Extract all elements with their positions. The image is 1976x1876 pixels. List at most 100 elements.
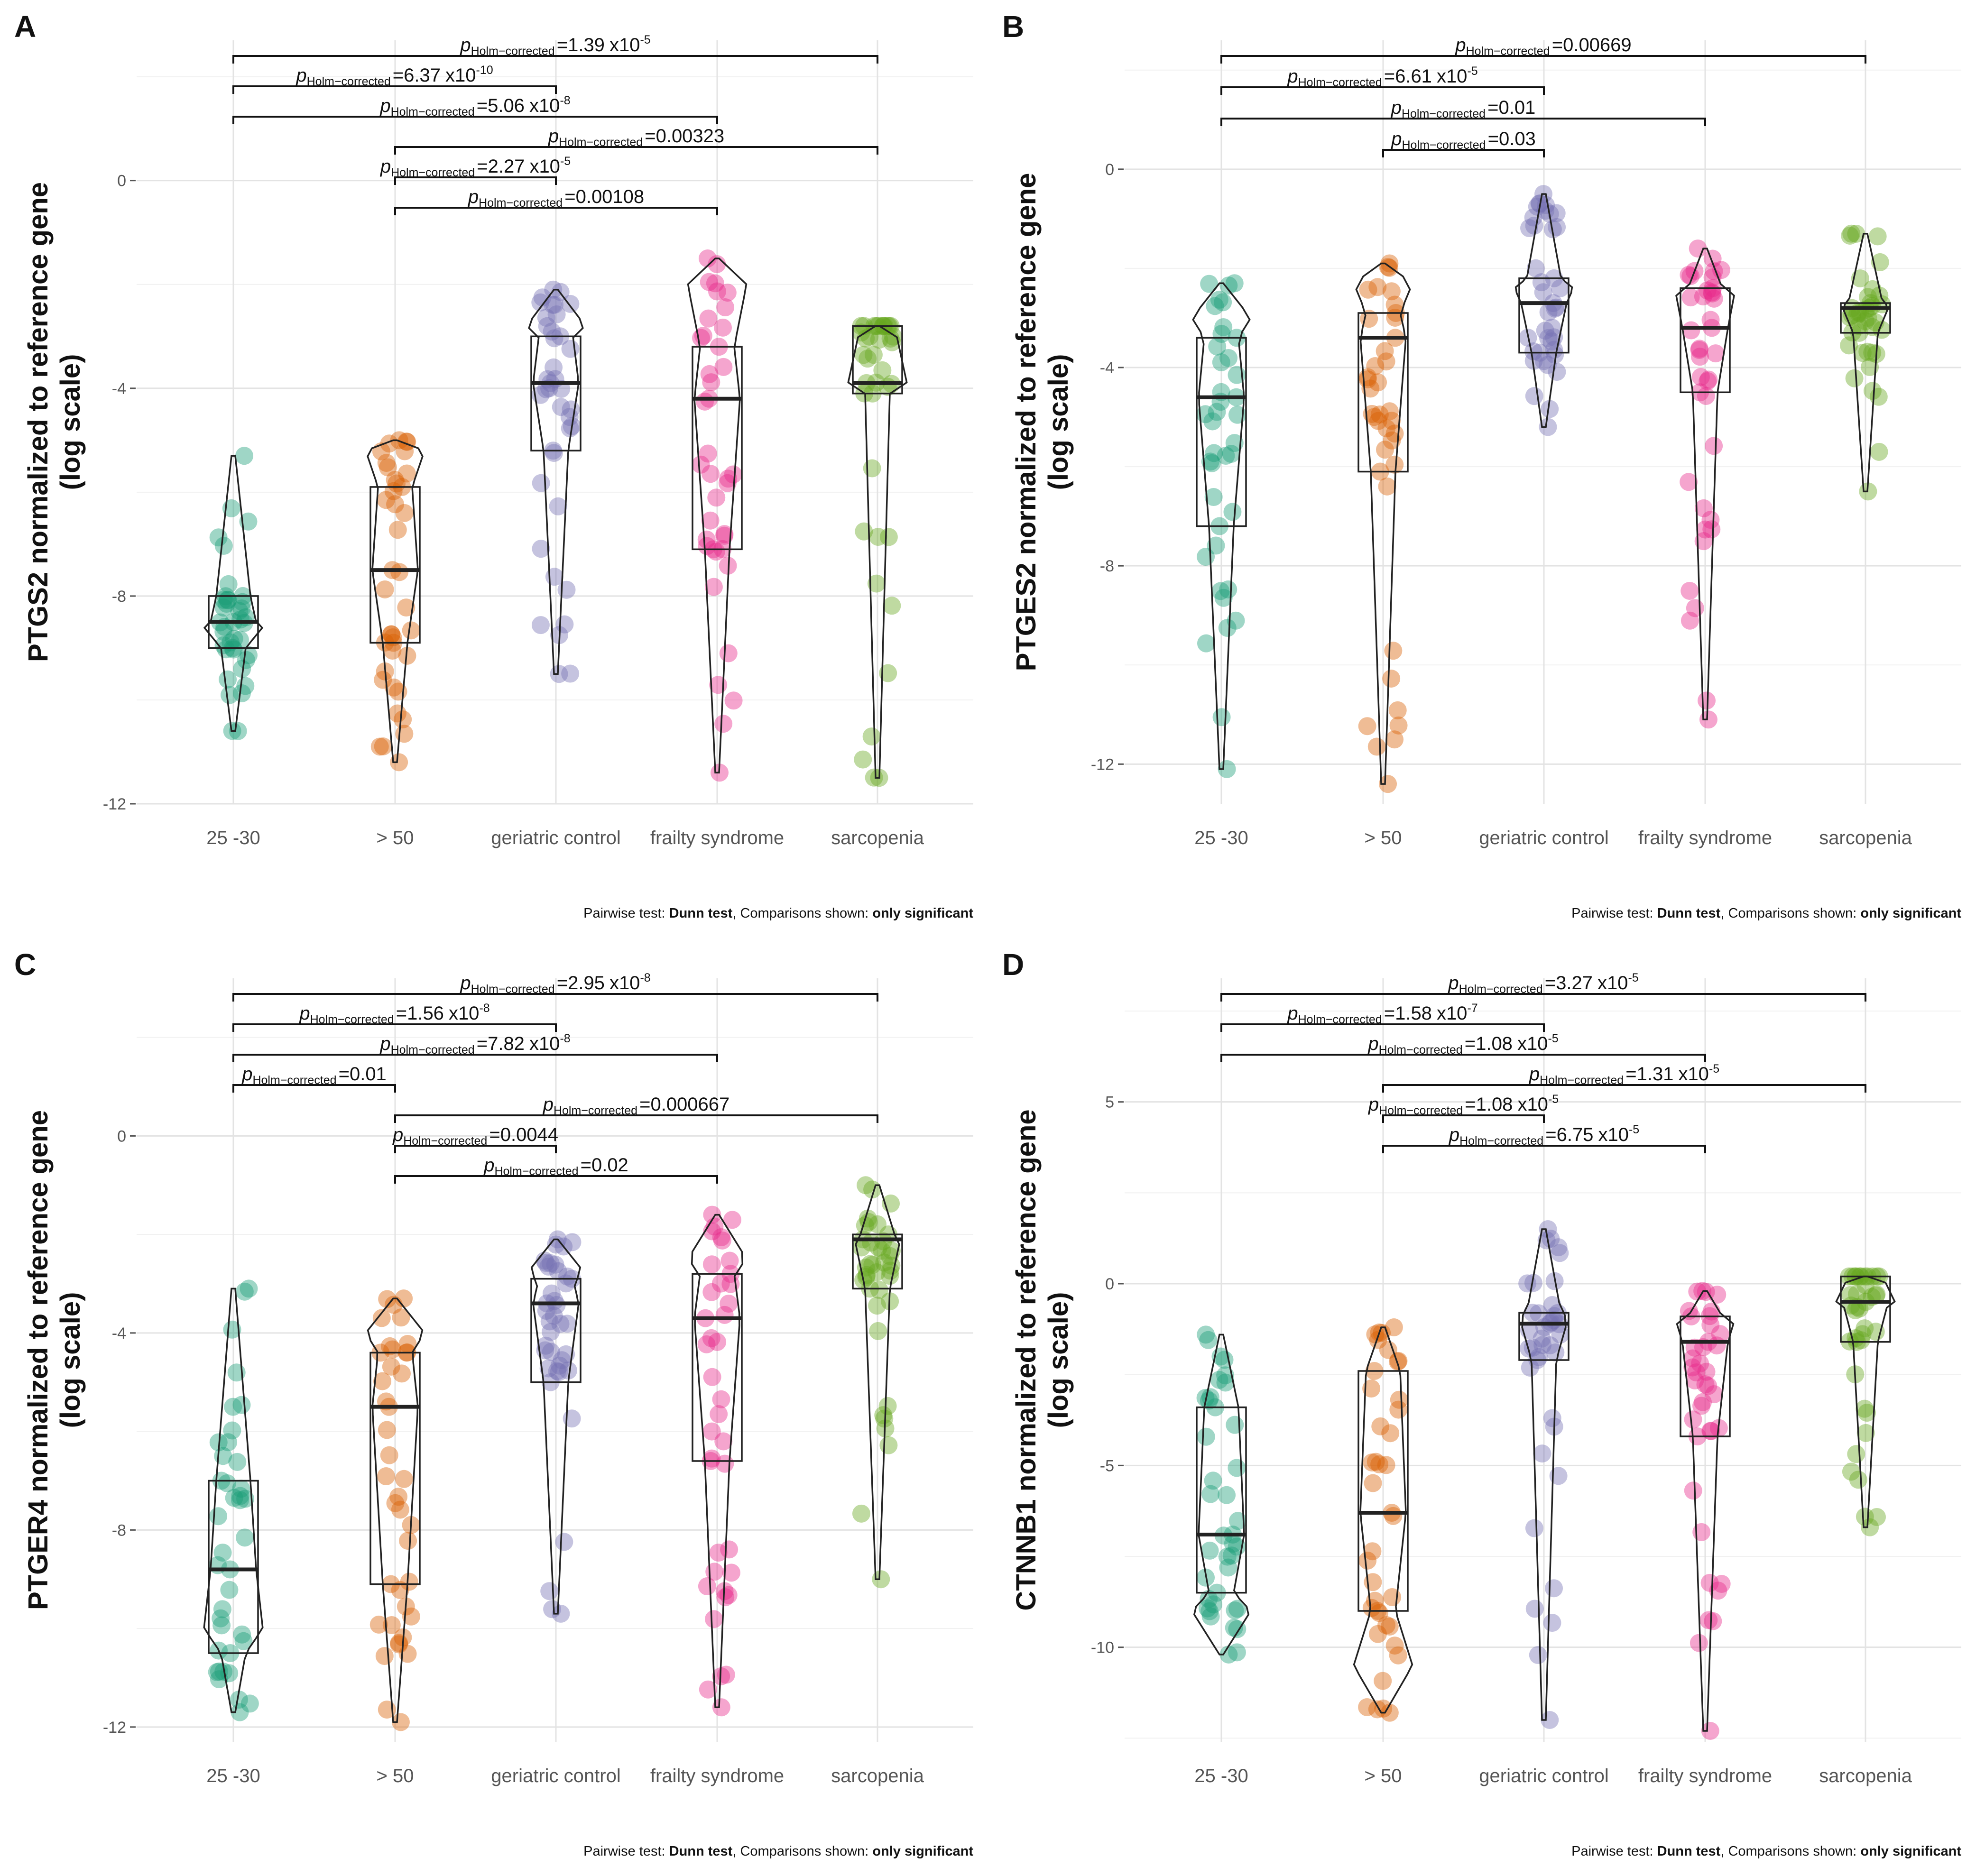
data-point [1204,1595,1223,1614]
p-value: 3.27 [1556,973,1593,993]
data-point [1362,1379,1381,1398]
y-tick-label: -5 [1100,1457,1114,1475]
data-point [1701,511,1720,529]
data-point [1702,520,1721,539]
data-point [378,1290,397,1308]
caption-shown: only significant [1860,906,1961,921]
data-point [1223,503,1242,521]
data-point [1856,1424,1875,1442]
data-point [557,1345,575,1363]
data-point [546,1255,564,1274]
data-point [1534,283,1552,302]
bracket-line [1220,1054,1706,1062]
p-value-label: pHolm−corrected =6.61 x10-5 [1287,64,1477,89]
p-subscript: Holm−corrected [310,1013,394,1026]
data-point [1861,1518,1879,1536]
x-tick-label-25-30: 25 -30 [1194,828,1248,848]
box [1680,287,1731,394]
data-point [702,373,720,392]
p-value: 0.01 [350,1064,387,1085]
data-point [380,1337,399,1355]
data-point [870,1281,888,1299]
data-point [538,370,557,388]
p-symbol: p [1287,1003,1298,1024]
data-point [224,640,243,659]
p-times-ten: x10 [1437,66,1468,87]
data-point [1543,1614,1561,1632]
p-exponent: -5 [1548,1032,1558,1045]
group-sarcopenia [1835,1267,1896,1536]
comparison-bracket: pHolm−corrected =0.00323 [394,126,878,155]
data-point [723,1211,741,1229]
p-symbol: p [1287,66,1298,87]
data-point [1545,1579,1563,1598]
data-point [702,1422,721,1441]
bracket-line [1220,55,1866,64]
data-point [1857,1404,1876,1422]
data-point [235,1282,254,1301]
data-point [549,1262,567,1280]
data-point [714,358,733,376]
x-tick-label-50: > 50 [1365,828,1402,848]
data-point [214,636,233,654]
data-point [1680,473,1698,491]
data-point [230,602,249,620]
data-point [390,563,409,581]
x-tick-label-sarcopenia: sarcopenia [1819,828,1912,848]
data-point [714,715,733,733]
data-point [859,349,877,368]
data-point [536,1336,555,1355]
data-point [545,1292,564,1310]
data-point [1698,281,1717,300]
data-point [1692,1523,1711,1541]
data-point [394,710,412,729]
data-point [1690,348,1709,366]
data-point [552,1604,570,1623]
data-point [1228,1459,1246,1477]
data-point [1867,1285,1886,1304]
data-point [718,474,737,492]
data-point [1539,1220,1557,1238]
p-symbol: p [1391,129,1402,149]
data-point [1694,287,1712,306]
data-point [1842,1462,1860,1481]
p-value: 6.37 [404,65,441,86]
data-point [1211,582,1230,600]
data-point [879,1436,898,1454]
group-geriatric-control [530,1230,582,1623]
data-point [716,298,735,317]
p-times-ten: x10 [1597,973,1628,993]
data-point [1370,1604,1389,1622]
p-equals: = [477,156,488,177]
data-point [1703,249,1722,268]
data-point [1368,278,1387,296]
data-point [1376,342,1394,360]
comparison-bracket: pHolm−corrected =1.08 x10-5 [1220,1032,1706,1062]
data-point [1861,358,1879,376]
data-point [214,623,233,641]
p-symbol: p [1368,1094,1379,1115]
data-point [542,1343,560,1361]
data-point [720,1295,738,1313]
data-point [1385,1318,1403,1336]
p-symbol: p [299,1003,310,1024]
p-subscript: Holm−corrected [554,1104,637,1117]
data-point [865,768,883,787]
data-point [391,1500,409,1519]
data-point [1858,342,1877,361]
data-point [558,1315,576,1333]
data-point [1525,1600,1544,1618]
data-point [231,631,249,649]
p-value-label: pHolm−corrected =1.58 x10-7 [1287,1002,1477,1026]
data-point [1200,1602,1219,1620]
data-point [380,1446,398,1464]
data-point [1207,536,1225,555]
data-point [1201,1485,1220,1503]
p-subscript: Holm−corrected [1379,1043,1463,1057]
p-subscript: Holm−corrected [1540,1074,1624,1087]
comparison-bracket: pHolm−corrected =0.00669 [1220,35,1866,64]
violin [1355,262,1411,785]
p-subscript: Holm−corrected [494,1165,578,1178]
data-point [1378,477,1396,496]
p-value-label: pHolm−corrected =5.06 x10-8 [379,94,570,119]
